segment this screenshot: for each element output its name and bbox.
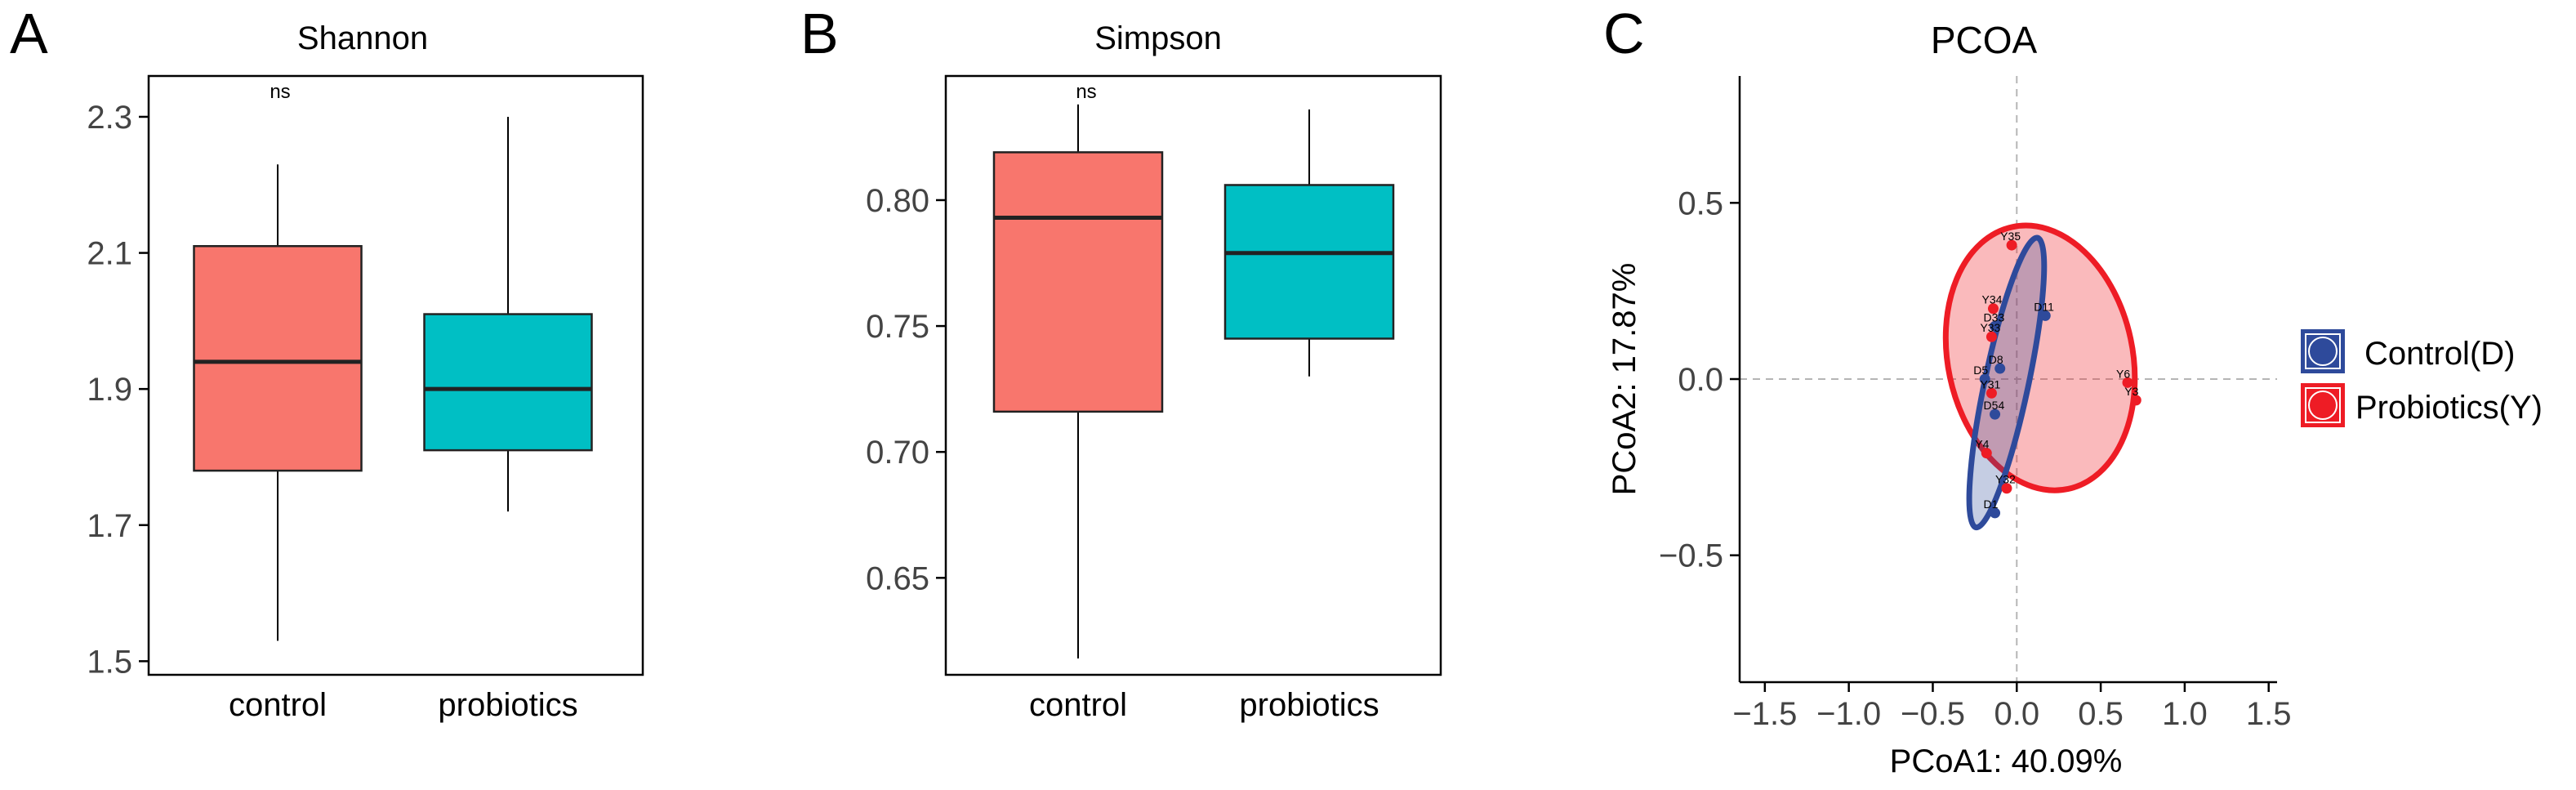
x-tick-label: 1.5 [2246,696,2292,732]
panel-b-category-control: control [1029,687,1127,723]
y-tick-label: 1.9 [87,372,132,408]
panel-c-zero-guides [1740,76,2277,682]
panel-c-ticks: −1.5 −1.0 −0.5 0.0 0.5 1.0 1.5 −0.5 0.0 0.5 [1659,185,2291,732]
panel-c-y-axis-label: PCoA2: 17.87% [1607,263,1642,496]
sample-point-y33 [1985,331,1997,342]
panel-a-category-probiotics: probiotics [438,687,577,723]
sample-label-y35: Y35 [2000,230,2021,243]
sample-label-y4: Y4 [1975,438,1989,451]
panel-b-category-probiotics: probiotics [1239,687,1379,723]
sample-label-d11: D11 [2034,300,2054,313]
panel-a-frame [147,74,644,676]
panel-letter-c: C [1603,2,1645,65]
sample-label-y6: Y6 [2116,367,2130,380]
sample-point-y3 [2130,395,2141,406]
panel-a-significance-label: ns [270,81,290,103]
y-tick-label: 0.65 [866,560,929,596]
sample-point-d33 [1990,320,2001,332]
panel-b-y-ticks: 0.65 0.70 0.75 0.80 [866,183,946,596]
sample-point-y4 [1981,448,1992,459]
y-tick-label: 0.5 [1678,185,1723,221]
panel-b-simpson: Simpson 0.65 0.70 0.75 0.80 control probiot… [866,20,1442,723]
sample-label-d1: D1 [1984,498,1999,511]
panel-c-title: PCOA [1931,19,2038,61]
box-control [193,244,363,472]
sample-label-y34: Y34 [1981,293,2002,306]
x-tick-label: 0.5 [2078,696,2124,732]
legend-label-probiotics: Probiotics(Y) [2355,390,2543,426]
sample-point-d11 [2039,310,2051,321]
panel-c-ellipses [1942,222,2138,531]
panel-c-x-axis-label: PCoA1: 40.09% [1890,743,2123,779]
legend: Control(D) Probiotics(Y) [2301,329,2543,427]
sample-point-d1 [1990,507,2001,519]
y-tick-label: −0.5 [1659,538,1723,574]
y-tick-label: 1.5 [87,644,132,680]
x-tick-label: 1.0 [2162,696,2208,732]
sample-point-d54 [1990,408,2001,420]
confidence-ellipse-probiotics [1942,222,2138,493]
sample-point-y31 [1985,387,1997,399]
legend-key-probiotics-dot [2308,391,2338,420]
y-tick-label: 0.70 [866,435,929,471]
x-tick-label: −1.0 [1816,696,1881,732]
panel-b-significance-label: ns [1076,81,1096,103]
sample-point-d5 [1979,373,1990,385]
sample-point-d8 [1994,363,2006,374]
legend-key-control-dot [2308,337,2338,366]
panel-b-title: Simpson [1094,20,1222,56]
y-tick-label: 1.7 [87,508,132,544]
panel-a-boxes [193,116,593,641]
sample-label-y3: Y3 [2124,385,2138,398]
x-tick-label: −0.5 [1901,696,1965,732]
box-probiotics [1223,184,1395,340]
y-tick-label: 2.1 [87,236,132,272]
legend-key-probiotics-inner [2305,387,2341,423]
sample-point-y6 [2122,377,2133,388]
sample-label-y31: Y31 [1980,377,2000,391]
sample-label-d33: D33 [1984,310,2005,324]
panel-b-boxes [992,104,1395,658]
panel-letter-a: A [10,2,48,65]
box-control [992,151,1164,413]
sample-label-d8: D8 [1989,353,2003,366]
y-tick-label: 0.0 [1678,362,1723,398]
sample-point-y34 [1987,303,1999,315]
x-tick-label: 0.0 [1994,696,2039,732]
panel-b-frame [944,74,1442,676]
y-tick-label: 2.3 [87,100,132,136]
box-probiotics [423,313,593,452]
legend-label-control: Control(D) [2364,336,2515,372]
sample-point-y35 [2006,239,2017,251]
panel-a-y-ticks: 1.5 1.7 1.9 2.1 2.3 [87,100,149,680]
x-tick-label: −1.5 [1732,696,1797,732]
panel-letter-b: B [800,2,839,65]
legend-key-control-inner [2305,333,2341,369]
panel-a-title: Shannon [297,20,428,56]
sample-label-y32: Y32 [1995,473,2016,486]
panel-a-category-control: control [229,687,327,723]
y-tick-label: 0.75 [866,309,929,345]
sample-label-d5: D5 [1973,364,1988,377]
sample-label-d54: D54 [1984,399,2005,412]
panel-a-shannon: Shannon 1.5 1.7 1.9 2.1 2.3 control probioti… [87,20,644,723]
sample-point-y32 [2001,483,2012,494]
sample-label-y33: Y33 [1980,321,2000,334]
y-tick-label: 0.80 [866,183,929,219]
